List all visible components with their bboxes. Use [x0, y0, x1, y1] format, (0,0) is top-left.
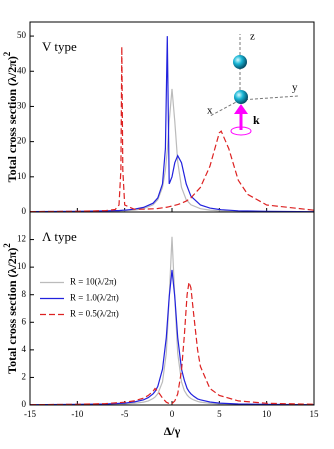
x-tick-label: -10 [71, 409, 83, 419]
y-tick-label: 40 [17, 65, 27, 75]
y-tick-label: 10 [17, 171, 27, 181]
y-tick-label: 4 [22, 344, 27, 354]
series-line [29, 36, 315, 213]
y-tick-label: 6 [22, 316, 27, 326]
x-tick-label: 5 [217, 409, 222, 419]
x-axis-title: Δ/γ [164, 424, 181, 438]
series-line [29, 236, 315, 406]
y-axis-title-sup: 2 [2, 51, 12, 56]
inset-label: k [253, 113, 260, 127]
x-tick-label: -5 [121, 409, 129, 419]
y-tick-label: 12 [17, 234, 26, 244]
series-line [29, 269, 315, 406]
x-axis [209, 99, 241, 117]
inset-label: x [207, 105, 213, 117]
k-arrowhead [234, 104, 248, 114]
y-tick-label: 20 [17, 136, 27, 146]
legend-label: R = 10(λ/2π) [70, 277, 116, 287]
atom [233, 55, 247, 69]
inset-label: y [292, 82, 298, 94]
legend-label: R = 1.0(λ/2π) [70, 293, 119, 303]
x-tick-label: 10 [262, 409, 272, 419]
x-tick-label: 15 [310, 409, 320, 419]
y-tick-label: 10 [17, 261, 27, 271]
y-axis-title: Total cross section (λ/2π)2 [2, 243, 19, 374]
y-axis-title-text: Total cross section (λ/2π) [5, 56, 19, 182]
y-tick-label: 2 [22, 371, 27, 381]
polarization [230, 126, 252, 136]
y-tick-label: 50 [17, 30, 27, 40]
x-tick-label: -15 [24, 409, 36, 419]
y-tick-label: 8 [22, 289, 27, 299]
y-tick-label: 30 [17, 101, 27, 111]
x-tick-label: 0 [170, 409, 175, 419]
atom [234, 90, 248, 104]
series-line [29, 88, 315, 213]
y-axis-title-text: Total cross section (λ/2π) [5, 248, 19, 374]
legend-label: R = 0.5(λ/2π) [70, 309, 119, 319]
series-line [29, 46, 315, 213]
inset-label: z [250, 31, 255, 43]
inset-diagram: z y x k [207, 31, 299, 136]
y-axis-title: Total cross section (λ/2π)2 [2, 51, 19, 182]
series-line [29, 282, 315, 406]
y-tick-label: 0 [22, 206, 27, 216]
panel-annotation: V type [42, 39, 77, 54]
y-axis-title-sup: 2 [2, 243, 12, 248]
y-axis [239, 95, 299, 101]
panel-annotation: Λ type [42, 229, 77, 244]
plot-frame [29, 211, 315, 406]
y-tick-label: 0 [22, 399, 27, 409]
